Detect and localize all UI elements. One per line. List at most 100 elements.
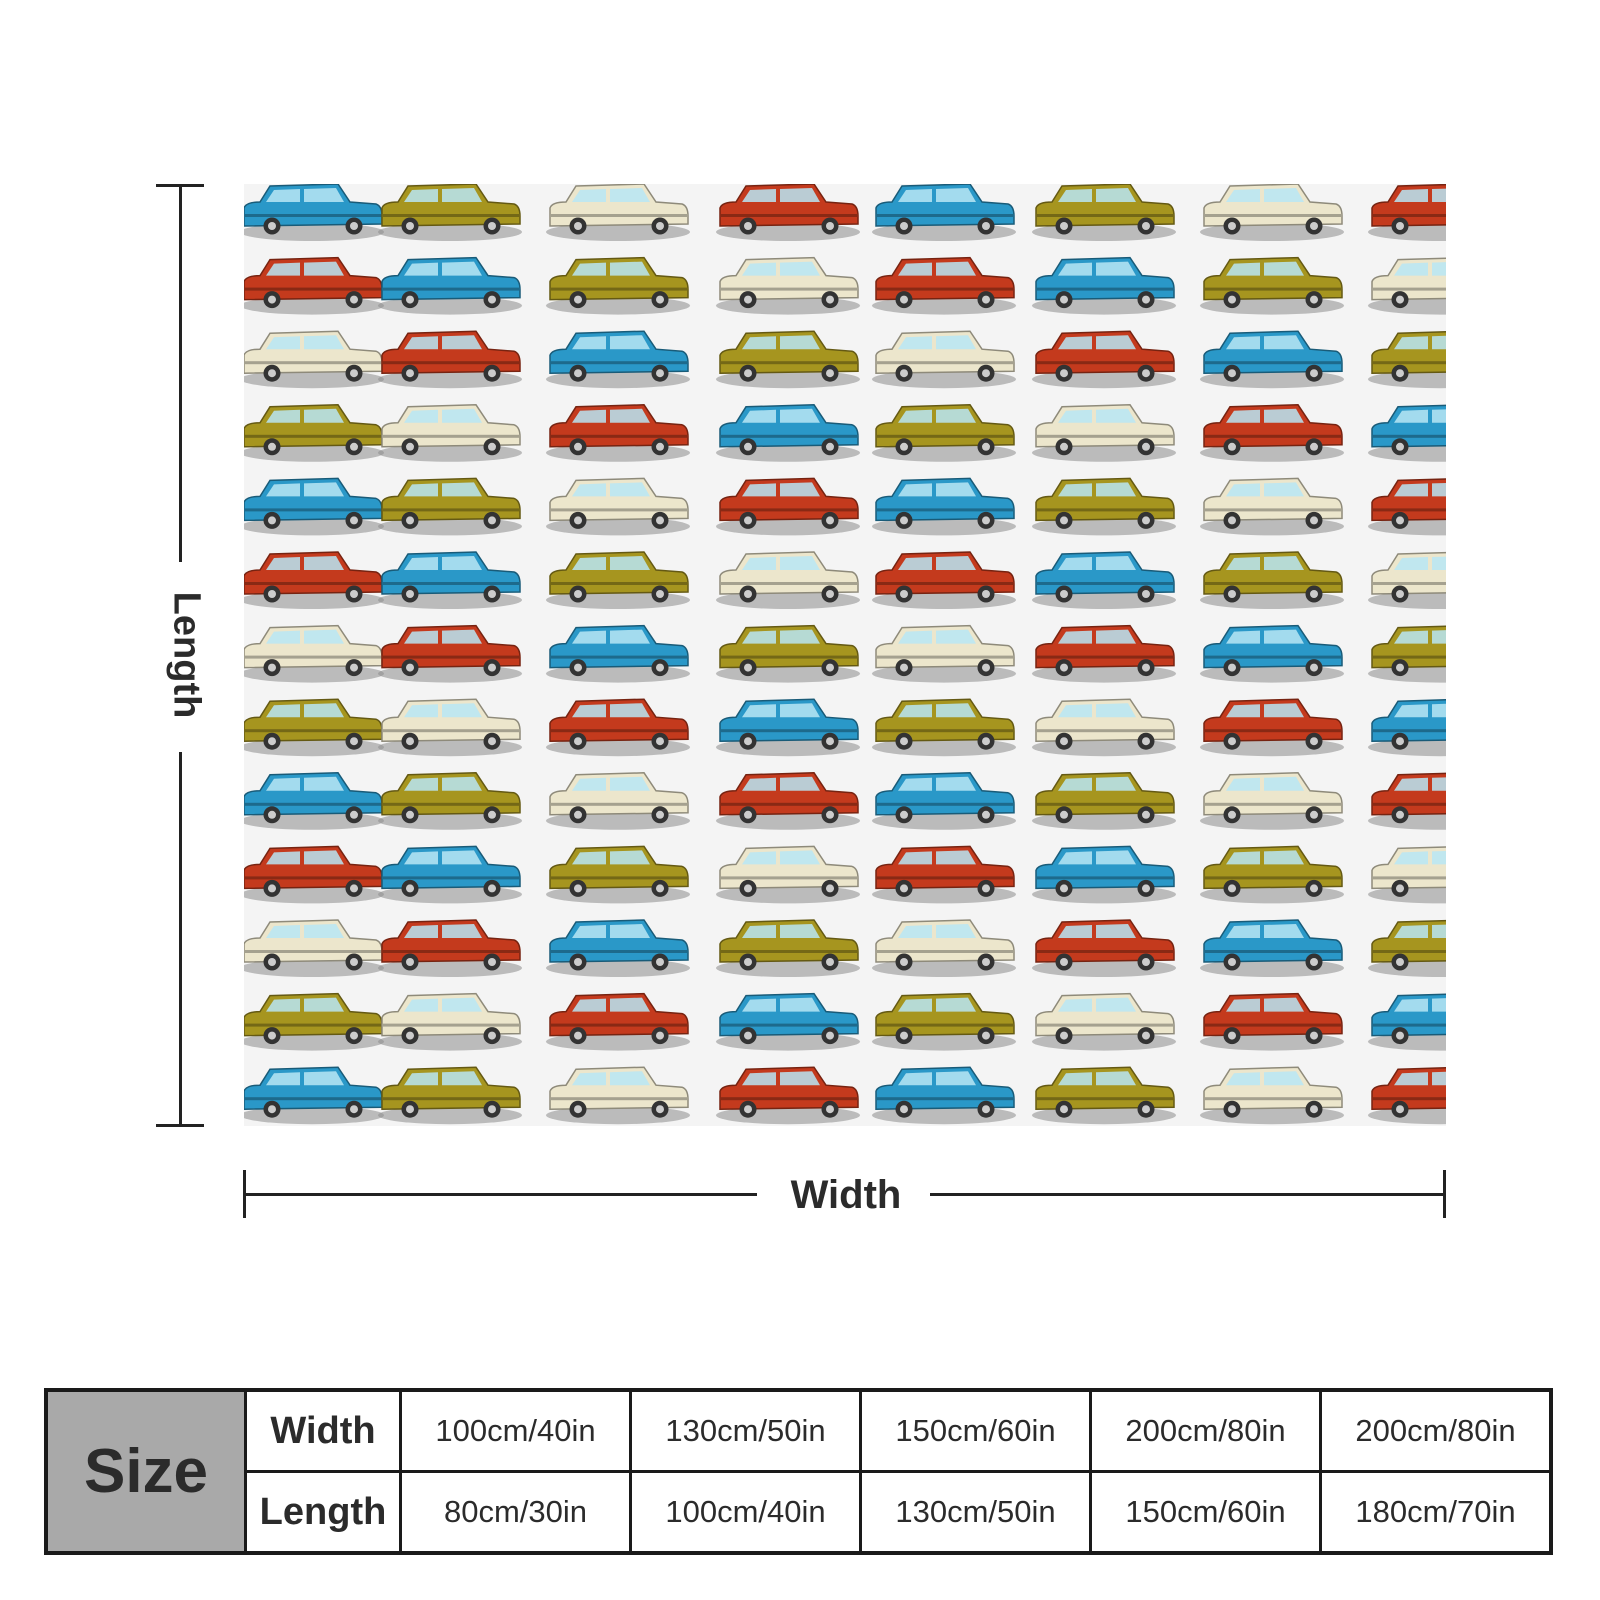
car-icon	[546, 256, 690, 315]
car-icon	[378, 184, 522, 241]
car-icon	[1200, 992, 1344, 1051]
car-icon	[716, 256, 860, 315]
car-icon	[378, 477, 522, 536]
car-icon	[716, 184, 860, 241]
car-icon	[1368, 772, 1446, 830]
car-icon	[546, 919, 690, 977]
car-icon	[1368, 478, 1446, 536]
width-value: 130cm/50in	[629, 1388, 862, 1473]
car-icon	[1032, 330, 1176, 389]
car-icon	[1200, 919, 1344, 977]
car-icon	[872, 845, 1016, 904]
car-pattern	[244, 184, 1446, 1125]
car-icon	[378, 330, 522, 389]
car-icon	[1032, 624, 1176, 683]
car-icon	[1368, 184, 1446, 241]
car-icon	[244, 477, 384, 536]
car-icon	[1032, 919, 1176, 977]
car-icon	[244, 698, 384, 757]
car-icon	[1200, 184, 1344, 241]
car-icon	[244, 551, 384, 609]
car-icon	[872, 919, 1016, 977]
car-icon	[872, 184, 1016, 241]
car-icon	[716, 1066, 860, 1125]
car-icon	[1200, 330, 1344, 389]
car-icon	[378, 698, 522, 757]
car-icon	[1368, 331, 1446, 389]
car-icon	[1368, 625, 1446, 683]
car-icon	[244, 992, 384, 1051]
car-icon	[716, 551, 860, 609]
length-value: 100cm/40in	[629, 1470, 862, 1555]
car-icon	[378, 772, 522, 830]
car-icon	[1032, 1066, 1176, 1125]
car-icon	[546, 698, 690, 757]
car-icon	[872, 404, 1016, 462]
car-icon	[1032, 477, 1176, 536]
car-icon	[546, 1066, 690, 1125]
car-icon	[546, 404, 690, 462]
length-value: 130cm/50in	[859, 1470, 1092, 1555]
car-icon	[378, 992, 522, 1051]
car-icon	[872, 624, 1016, 683]
car-icon	[1200, 477, 1344, 536]
car-icon	[1200, 698, 1344, 757]
length-row: Length 80cm/30in 100cm/40in 130cm/50in 1…	[46, 1470, 1553, 1555]
car-icon	[1368, 551, 1446, 609]
car-icon	[1200, 772, 1344, 830]
car-icon	[1032, 992, 1176, 1051]
car-icon	[378, 404, 522, 462]
car-icon	[546, 551, 690, 609]
car-icon	[1200, 624, 1344, 683]
car-icon	[244, 1066, 384, 1125]
width-value: 100cm/40in	[399, 1388, 632, 1473]
car-icon	[872, 551, 1016, 609]
car-icon	[716, 845, 860, 904]
car-icon	[1368, 699, 1446, 757]
width-row-label: Width	[244, 1388, 402, 1473]
width-value: 150cm/60in	[859, 1388, 1092, 1473]
car-icon	[1368, 1067, 1446, 1125]
car-icon	[378, 624, 522, 683]
car-icon	[546, 845, 690, 904]
car-icon	[378, 551, 522, 609]
car-icon	[716, 330, 860, 389]
size-title: Size	[44, 1388, 247, 1555]
width-value: 200cm/80in	[1089, 1388, 1322, 1473]
car-icon	[716, 477, 860, 536]
car-icon	[244, 404, 384, 462]
width-value: 200cm/80in	[1319, 1388, 1553, 1473]
car-icon	[716, 772, 860, 830]
car-icon	[244, 919, 384, 977]
car-icon	[716, 624, 860, 683]
car-icon	[1032, 551, 1176, 609]
car-icon	[1368, 257, 1446, 315]
car-icon	[378, 1066, 522, 1125]
length-value: 80cm/30in	[399, 1470, 632, 1555]
car-icon	[378, 256, 522, 315]
car-icon	[1368, 846, 1446, 904]
car-icon	[872, 330, 1016, 389]
car-icon	[1368, 404, 1446, 462]
car-icon	[244, 330, 384, 389]
length-value: 150cm/60in	[1089, 1470, 1322, 1555]
car-icon	[546, 772, 690, 830]
car-icon	[872, 992, 1016, 1051]
car-icon	[1368, 993, 1446, 1051]
car-icon	[1032, 698, 1176, 757]
car-icon	[1200, 256, 1344, 315]
car-icon	[378, 919, 522, 977]
car-icon	[1200, 1066, 1344, 1125]
length-line-upper	[179, 184, 182, 562]
width-line-left	[243, 1193, 757, 1196]
car-icon	[872, 256, 1016, 315]
car-icon	[244, 772, 384, 830]
car-icon	[872, 698, 1016, 757]
car-icon	[1032, 845, 1176, 904]
car-icon	[716, 992, 860, 1051]
length-line-lower	[179, 752, 182, 1126]
car-icon	[1032, 256, 1176, 315]
car-icon	[716, 404, 860, 462]
car-icon	[378, 845, 522, 904]
car-icon	[546, 477, 690, 536]
